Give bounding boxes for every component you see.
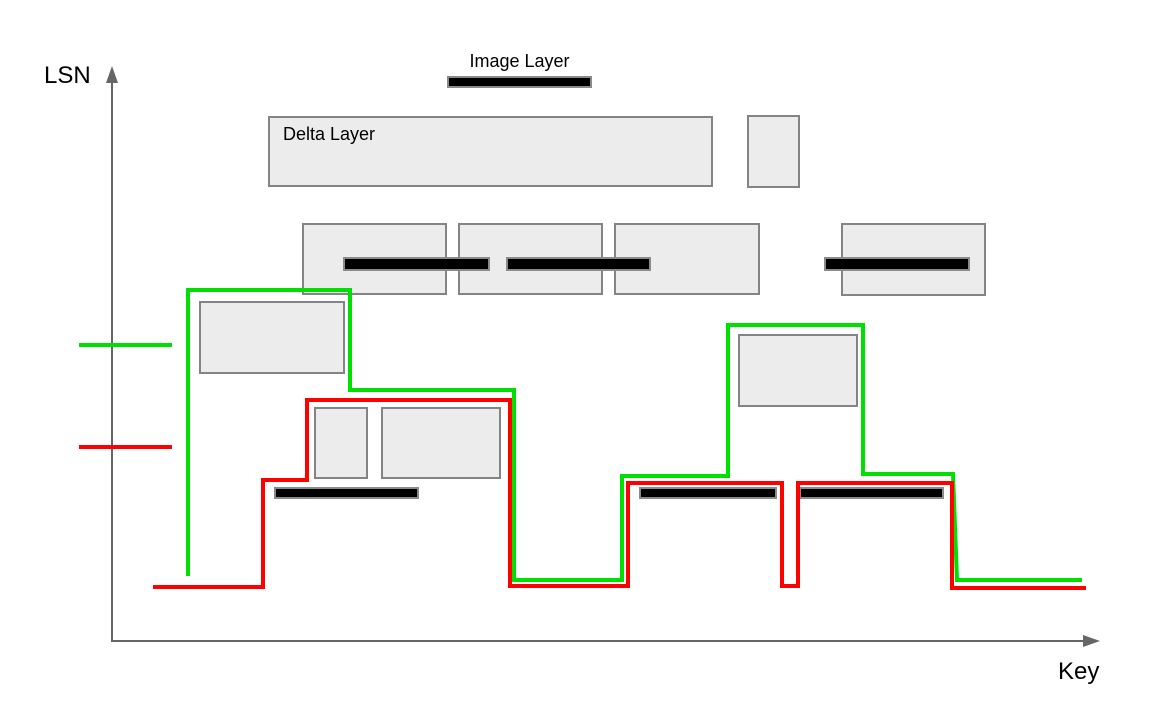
- image-layer-caption: Image Layer: [469, 51, 570, 71]
- image-layer-bar: [274, 487, 419, 499]
- image-layer-bar: [447, 76, 592, 88]
- delta-layer-box: [738, 334, 858, 407]
- x-axis-label: Key: [1058, 658, 1100, 685]
- image-layer-bar: [799, 487, 944, 499]
- x-axis-arrowhead-icon: [1083, 635, 1100, 647]
- image-layer-bar: [639, 487, 777, 499]
- delta-layer-box: [747, 115, 800, 188]
- delta-layer-box: [314, 407, 368, 479]
- image-layer-bar: [343, 257, 490, 271]
- y-axis-label: LSN: [44, 62, 91, 89]
- delta-layer-caption: Delta Layer: [283, 124, 376, 144]
- delta-layer-box: [381, 407, 501, 479]
- delta-layer-box: [199, 301, 345, 374]
- image-layer-bar: [824, 257, 970, 271]
- y-axis-arrowhead-icon: [106, 66, 118, 83]
- delta-layer-box-labeled: Delta Layer: [268, 116, 713, 187]
- image-layer-bar: [506, 257, 651, 271]
